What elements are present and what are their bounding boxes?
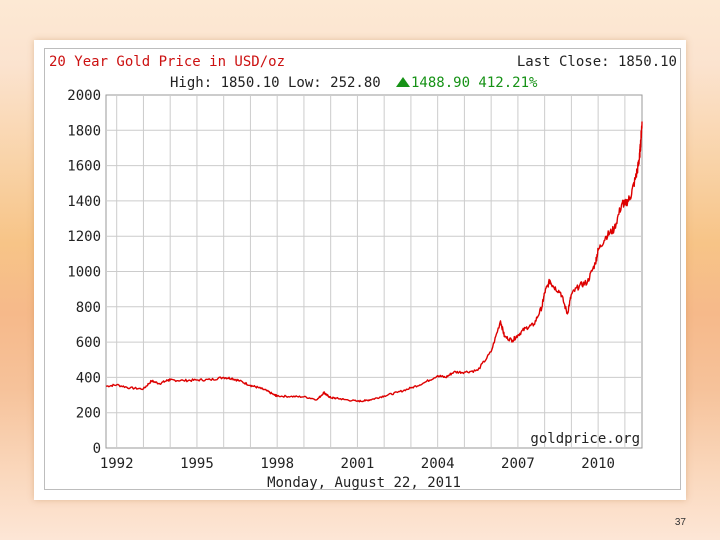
watermark: goldprice.org — [530, 431, 640, 447]
y-tick-label: 1000 — [67, 265, 101, 281]
y-tick-label: 1800 — [67, 123, 101, 139]
y-tick-label: 2000 — [67, 88, 101, 104]
y-tick-label: 400 — [76, 370, 101, 386]
date-label: Monday, August 22, 2011 — [267, 475, 461, 490]
x-tick-label: 1992 — [100, 456, 134, 472]
x-tick-label: 1995 — [180, 456, 214, 472]
up-triangle-icon — [396, 77, 410, 87]
y-tick-label: 1600 — [67, 159, 101, 175]
y-tick-label: 1200 — [67, 229, 101, 245]
chart-title: 20 Year Gold Price in USD/oz — [49, 54, 285, 70]
y-tick-labels: 0 200 400 600 800 1000 1200 1400 1600 1800 2000 — [67, 88, 101, 457]
x-tick-label: 2004 — [421, 456, 455, 472]
last-close-label: Last Close: 1850.10 — [517, 54, 677, 70]
change-label: 1488.90 412.21% — [411, 75, 538, 91]
page-number: 37 — [674, 517, 686, 528]
y-tick-label: 800 — [76, 300, 101, 316]
x-tick-label: 1998 — [260, 456, 294, 472]
x-tick-label: 2010 — [581, 456, 615, 472]
grid-layer — [106, 95, 642, 448]
high-low-label: High: 1850.10 Low: 252.80 — [170, 75, 381, 91]
y-tick-label: 1400 — [67, 194, 101, 210]
x-tick-labels: 1992 1995 1998 2001 2004 2007 2010 — [100, 456, 615, 472]
y-tick-label: 600 — [76, 335, 101, 351]
y-tick-label: 200 — [76, 406, 101, 422]
x-tick-label: 2007 — [501, 456, 535, 472]
x-tick-label: 2001 — [341, 456, 375, 472]
gold-price-chart: 0 200 400 600 800 1000 1200 1400 1600 1800 2000 19… — [44, 48, 681, 490]
gold-price-line — [105, 121, 643, 403]
y-tick-label: 0 — [93, 441, 101, 457]
